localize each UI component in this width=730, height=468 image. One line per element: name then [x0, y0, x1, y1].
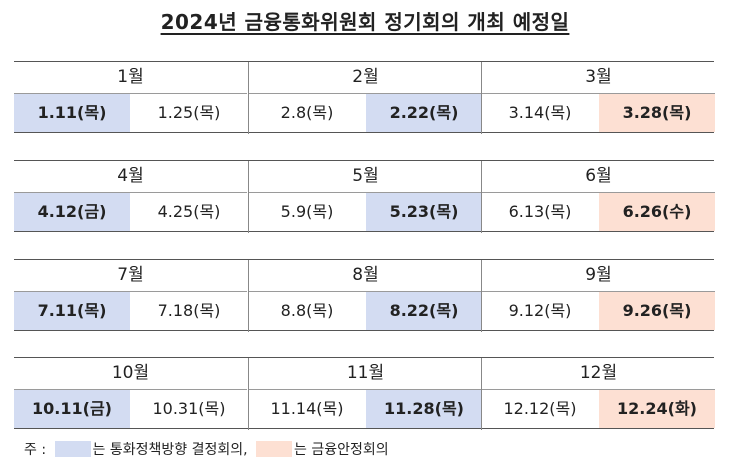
meeting-date: 12.12(목) — [503, 399, 577, 418]
monetary-policy-meeting-date: 7.11(목) — [14, 292, 130, 330]
month-label: 3월 — [482, 62, 715, 94]
quarter-row: 10월 10.11(금) 10.31(목) 11월 11.14(목) 11.28(목) 12… — [14, 357, 715, 430]
monetary-policy-meeting-date: 10.11(금) — [14, 390, 130, 428]
month-block: 1월 1.11(목) 1.25(목) — [14, 62, 247, 134]
financial-stability-meeting-date: 6.26(수) — [599, 193, 715, 231]
financial-stability-meeting-date: 12.24(화) — [599, 390, 715, 428]
legend: 주 : 는 통화정책방향 결정회의, 는 금융안정회의 — [24, 440, 389, 460]
meeting-date: 10.31(목) — [152, 399, 226, 418]
quarter-row: 7월 7.11(목) 7.18(목) 8월 8.8(목) 8.22(목) 9월 9.12(목)… — [14, 259, 715, 332]
meeting-date: 6.13(목) — [508, 202, 572, 221]
financial-stability-swatch — [256, 441, 292, 457]
legend-stability-text: 는 금융안정회의 — [294, 442, 389, 458]
month-label: 10월 — [14, 358, 247, 390]
meeting-date: 7.18(목) — [157, 301, 221, 320]
month-block: 11월 11.14(목) 11.28(목) — [248, 358, 482, 430]
meeting-date: 9.12(목) — [508, 301, 572, 320]
monetary-policy-meeting-date: 11.28(목) — [366, 390, 482, 428]
month-label: 12월 — [482, 358, 715, 390]
month-label: 4월 — [14, 161, 247, 193]
month-label: 1월 — [14, 62, 247, 94]
meeting-date: 2.8(목) — [280, 103, 334, 122]
month-block: 5월 5.9(목) 5.23(목) — [248, 161, 482, 233]
financial-stability-meeting-date: 3.28(목) — [599, 94, 715, 132]
monetary-policy-meeting-date: 2.22(목) — [366, 94, 482, 132]
monetary-policy-meeting-date: 5.23(목) — [366, 193, 482, 231]
month-label: 2월 — [249, 62, 482, 94]
quarter-row: 4월 4.12(금) 4.25(목) 5월 5.9(목) 5.23(목) 6월 6.13(목)… — [14, 160, 715, 233]
month-label: 7월 — [14, 260, 247, 292]
month-block: 7월 7.11(목) 7.18(목) — [14, 260, 247, 332]
monetary-policy-meeting-date: 8.22(목) — [366, 292, 482, 330]
month-label: 6월 — [482, 161, 715, 193]
meeting-date: 8.8(목) — [280, 301, 334, 320]
month-block: 2월 2.8(목) 2.22(목) — [248, 62, 482, 134]
financial-stability-meeting-date: 9.26(목) — [599, 292, 715, 330]
monetary-policy-swatch — [54, 441, 91, 457]
month-label: 9월 — [482, 260, 715, 292]
month-block: 6월 6.13(목) 6.26(수) — [481, 161, 715, 233]
legend-prefix: 주 : — [24, 442, 47, 458]
meeting-date: 5.9(목) — [280, 202, 334, 221]
monetary-policy-meeting-date: 4.12(금) — [14, 193, 130, 231]
month-block: 3월 3.14(목) 3.28(목) — [481, 62, 715, 134]
month-block: 8월 8.8(목) 8.22(목) — [248, 260, 482, 332]
month-block: 10월 10.11(금) 10.31(목) — [14, 358, 247, 430]
month-label: 11월 — [249, 358, 482, 390]
month-block: 9월 9.12(목) 9.26(목) — [481, 260, 715, 332]
month-block: 12월 12.12(목) 12.24(화) — [481, 358, 715, 430]
month-label: 5월 — [249, 161, 482, 193]
meeting-date: 1.25(목) — [157, 103, 221, 122]
page-title: 2024년 금융통화위원회 정기회의 개최 예정일 — [160, 10, 570, 34]
meeting-date: 4.25(목) — [157, 202, 221, 221]
meeting-date: 11.14(목) — [270, 399, 344, 418]
month-block: 4월 4.12(금) 4.25(목) — [14, 161, 247, 233]
quarter-row: 1월 1.11(목) 1.25(목) 2월 2.8(목) 2.22(목) 3월 3.14(목)… — [14, 61, 715, 134]
month-label: 8월 — [249, 260, 482, 292]
meeting-date: 3.14(목) — [508, 103, 572, 122]
legend-monetary-text: 는 통화정책방향 결정회의, — [92, 442, 248, 458]
monetary-policy-meeting-date: 1.11(목) — [14, 94, 130, 132]
